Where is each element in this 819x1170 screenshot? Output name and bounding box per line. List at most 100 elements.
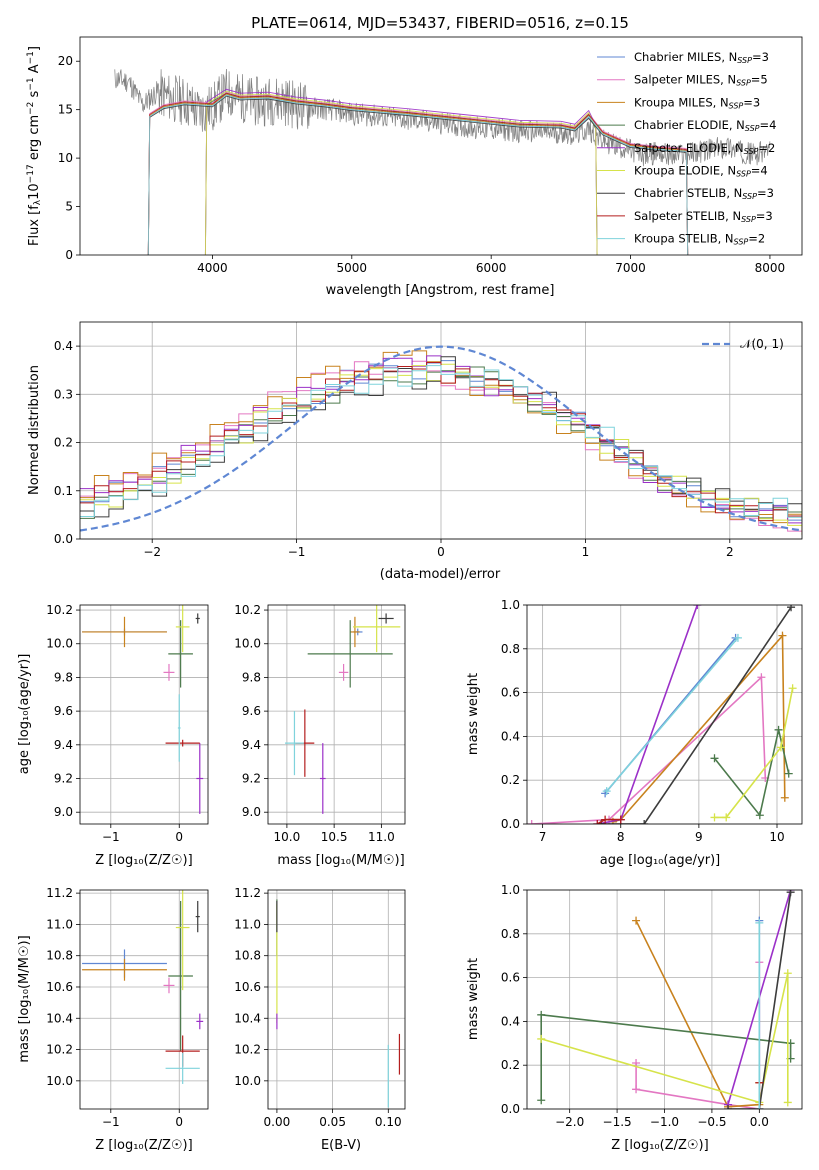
weight-line-3: [540, 1013, 792, 1101]
weight-marker: [724, 1105, 733, 1109]
ylabel-part: erg cm: [27, 115, 42, 164]
axes-frame: [526, 604, 803, 825]
weight-marker: [755, 918, 764, 927]
x-tick-label: 10.0: [274, 830, 301, 844]
spectrum-plot-area: [114, 68, 771, 255]
errorbar-plot-area: [82, 605, 204, 814]
x-tick-label: 0.05: [319, 1115, 346, 1129]
x-tick-label: 0: [175, 1115, 183, 1129]
weight-marker: [632, 1085, 641, 1094]
y-tick-label: 0.0: [54, 532, 73, 546]
weight-marker: [527, 820, 536, 824]
legend-label-suffix: =2: [748, 232, 765, 246]
x-tick-label: 10: [769, 830, 784, 844]
ylabel-part: −1: [26, 51, 36, 64]
y-tick-label: 10.2: [46, 603, 73, 617]
model-spectrum-8: [147, 94, 689, 255]
weight-marker: [616, 815, 625, 824]
y-tick-label: 0.4: [54, 339, 73, 353]
y-tick-label: 11.0: [46, 917, 73, 931]
legend-label: Kroupa ELODIE, NSSP=4: [634, 164, 768, 179]
residuals-xlabel: (data-model)/error: [380, 567, 501, 582]
legend-label-sub: SSP: [729, 101, 744, 110]
ylabel-part: Flux [f: [27, 205, 42, 246]
y-tick-label: 0.4: [501, 1014, 520, 1028]
weight-marker: [693, 605, 702, 609]
wAge-ylabel: mass weight: [466, 673, 481, 755]
y-tick-label: 10.2: [234, 603, 261, 617]
y-tick-label: 10.2: [234, 1043, 261, 1057]
y-tick-label: 10.4: [46, 1011, 73, 1025]
y-tick-label: 10.8: [46, 949, 73, 963]
axes-frame: [267, 604, 406, 825]
weight-vs-metallicity-panel: Z [log₁₀(Z/Z☉)] mass weight −2.0 −1.5 −1.0…: [466, 883, 803, 1153]
y-tick-label: 9.6: [54, 704, 73, 718]
residual-histogram-6: [80, 356, 802, 518]
x-tick-label: −1.0: [650, 1115, 679, 1129]
legend-label-suffix: =5: [751, 73, 768, 87]
x-tick-label: 0.00: [264, 1115, 291, 1129]
y-tick-label: 9.4: [242, 738, 261, 752]
weight-marker: [593, 820, 602, 824]
weight-line-3: [713, 729, 790, 818]
age-vs-mass-panel: mass [log₁₀(M/M☉)] 10.0 10.5 11.0 9.0 9.2 9.4…: [234, 603, 406, 868]
weight-marker: [778, 631, 787, 640]
spectrum-title: PLATE=0614, MJD=53437, FIBERID=0516, z=0…: [251, 14, 629, 32]
legend-label-text: Chabrier STELIB, N: [634, 186, 742, 200]
weight-marker: [632, 1059, 641, 1068]
legend-label: Chabrier STELIB, NSSP=3: [634, 186, 774, 201]
legend-label: Chabrier MILES, NSSP=3: [634, 50, 769, 65]
weight-line-1: [635, 962, 761, 1109]
x-tick-label: 0.10: [375, 1115, 402, 1129]
ylabel-part: λ: [33, 199, 43, 205]
mass-vs-extinction-panel: E(B-V) 0.00 0.05 0.10 10.0 10.2 10.4 10.6 10.8 1…: [234, 886, 406, 1153]
model-spectrum-6: [147, 95, 689, 255]
legend-label: 𝒩(0, 1): [740, 337, 784, 351]
residuals-ylabel: Normed distribution: [27, 365, 42, 495]
y-tick-label: 10.0: [46, 1074, 73, 1088]
weight-line-8: [606, 637, 739, 792]
y-tick-label: 9.8: [54, 670, 73, 684]
y-tick-label: 20: [58, 54, 73, 68]
axes-frame: [79, 604, 209, 825]
legend-label: Salpeter MILES, NSSP=5: [634, 73, 768, 88]
weight-marker: [755, 1105, 764, 1109]
weight-marker: [710, 754, 719, 763]
y-tick-label: 10.6: [234, 980, 261, 994]
legend-label-sub: SSP: [734, 238, 749, 247]
residual-histogram-7: [80, 362, 802, 522]
y-tick-label: 5: [65, 200, 73, 214]
wZ-ylabel: mass weight: [466, 958, 481, 1040]
x-tick-label: −1.5: [603, 1115, 632, 1129]
errorbar-plot-area: [82, 890, 204, 1084]
model-spectrum-5: [204, 90, 598, 255]
axes-frame: [79, 36, 803, 256]
legend-label-sub: SSP: [736, 79, 751, 88]
errorbar-plot-area: [285, 605, 401, 814]
legend-label-text: Chabrier MILES, N: [634, 50, 737, 64]
axes-frame: [79, 321, 803, 540]
legend-label-text: Chabrier ELODIE, N: [634, 118, 745, 132]
weight-marker: [780, 793, 789, 802]
y-tick-label: 11.0: [234, 917, 261, 931]
x-tick-label: −1: [102, 1115, 120, 1129]
legend-label-suffix: =4: [760, 118, 777, 132]
weight-marker: [601, 815, 610, 824]
residuals-panel: (data-model)/error Normed distribution −…: [27, 321, 803, 582]
y-tick-label: 0.8: [501, 927, 520, 941]
ageZ-ylabel: age [log₁₀(age/yr)]: [17, 654, 32, 775]
ageM-xlabel: mass [log₁₀(M/M☉)]: [277, 853, 404, 868]
y-tick-label: 0.0: [501, 1102, 520, 1116]
legend-label-sub: SSP: [737, 56, 752, 65]
massEbv-xlabel: E(B-V): [321, 1138, 361, 1153]
y-tick-label: 11.2: [46, 886, 73, 900]
x-tick-label: 0: [437, 545, 445, 559]
residuals-plot-area: [80, 345, 802, 536]
legend-label-sub: SSP: [741, 215, 756, 224]
legend-label-suffix: =3: [757, 186, 774, 200]
weight-line-1: [531, 675, 767, 824]
legend-label-text: Kroupa STELIB, N: [634, 232, 734, 246]
spectrum-ylabel: Flux [fλ10−17 erg cm−2 s−1 A−1]: [26, 46, 43, 246]
x-tick-label: −1: [288, 545, 306, 559]
weight-line-5: [714, 688, 794, 819]
